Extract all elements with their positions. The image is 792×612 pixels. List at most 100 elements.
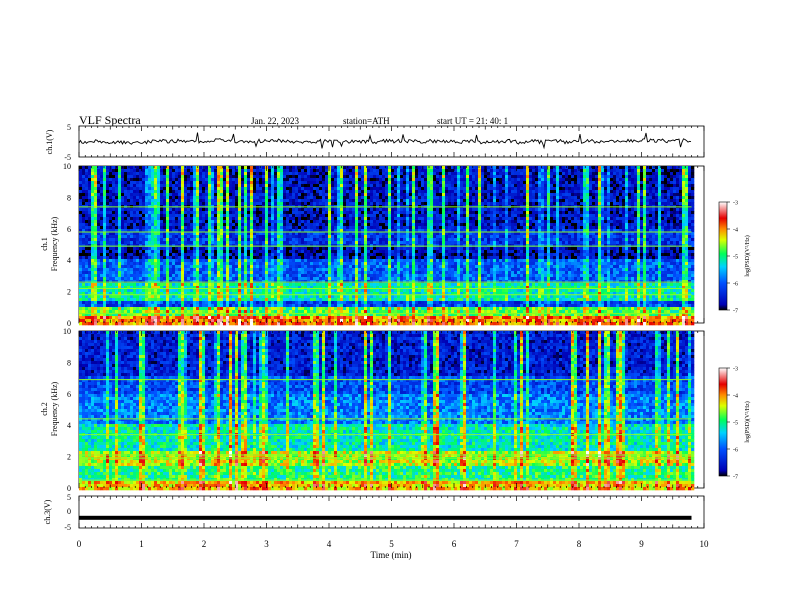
spec1-cell (301, 214, 304, 217)
spec1-cell (220, 250, 223, 253)
spec1-cell (178, 184, 181, 187)
spec1-cell (355, 241, 358, 244)
spec1-cell (235, 190, 238, 193)
spec1-cell (250, 265, 253, 268)
spec1-cell (199, 310, 202, 313)
spec1-cell (154, 175, 157, 178)
spec1-cell (295, 190, 298, 193)
spec1-cell (292, 295, 295, 298)
spec1-cell (163, 235, 166, 238)
spec1-cell (136, 166, 139, 169)
spec1-cell (277, 301, 280, 304)
spec1-cell (307, 295, 310, 298)
spec1-cell (346, 238, 349, 241)
spec1-cell (286, 172, 289, 175)
spec1-cell (166, 277, 169, 280)
spec1-cell (220, 235, 223, 238)
spec1-cell (220, 280, 223, 283)
spec1-cell (103, 238, 106, 241)
spec1-cell (241, 247, 244, 250)
spec1-cell (337, 196, 340, 199)
spec1-cell (184, 175, 187, 178)
spec1-cell (157, 310, 160, 313)
spec1-cell (229, 199, 232, 202)
spec1-cell (82, 220, 85, 223)
spec1-cell (331, 295, 334, 298)
spec1-cell (226, 316, 229, 319)
spec1-cell (148, 193, 151, 196)
spec1-cell (181, 310, 184, 313)
spec1-cell (160, 241, 163, 244)
spec1-cell (361, 172, 364, 175)
spec1-cell (313, 262, 316, 265)
spec1-cell (175, 178, 178, 181)
spec1-cell (325, 271, 328, 274)
spec1-cell (109, 250, 112, 253)
spec1-cell (262, 235, 265, 238)
spec1-cell (259, 241, 262, 244)
spec1-cell (271, 289, 274, 292)
spec1-cell (142, 256, 145, 259)
spec1-cell (121, 301, 124, 304)
spec1-cell (100, 265, 103, 268)
spec1-cell (268, 241, 271, 244)
spec1-cell (286, 265, 289, 268)
spec1-cell (277, 208, 280, 211)
spec1-cell (94, 196, 97, 199)
spec1-cell (169, 301, 172, 304)
spec1-cell (169, 208, 172, 211)
spec1-cell (88, 265, 91, 268)
spec1-cell (169, 190, 172, 193)
spec1-cell (247, 169, 250, 172)
spec1-cell (103, 319, 106, 322)
spec1-cell (196, 310, 199, 313)
spec1-cell (115, 283, 118, 286)
spec1-cell (178, 283, 181, 286)
spec1-cell (235, 208, 238, 211)
spec1-cell (259, 280, 262, 283)
spec1-cell (346, 220, 349, 223)
spec1-cell (100, 211, 103, 214)
spec1-cell (94, 316, 97, 319)
spec1-cell (253, 262, 256, 265)
spec1-cell (208, 250, 211, 253)
spec1-cell (121, 265, 124, 268)
spec1-cell (151, 253, 154, 256)
spec1-cell (238, 232, 241, 235)
spec1-cell (121, 193, 124, 196)
spec1-cell (133, 184, 136, 187)
spec1-cell (133, 262, 136, 265)
spec1-cell (223, 310, 226, 313)
spec1-cell (85, 196, 88, 199)
spec1-cell (319, 232, 322, 235)
spec1-cell (223, 235, 226, 238)
spec1-cell (109, 199, 112, 202)
spec1-cell (85, 169, 88, 172)
spec1-cell (346, 175, 349, 178)
spec1-cell (283, 187, 286, 190)
spec1-cell (148, 295, 151, 298)
spec1-cell (280, 211, 283, 214)
spec1-cell (91, 214, 94, 217)
spec1-cell (82, 289, 85, 292)
spec1-cell (337, 202, 340, 205)
spec1-cell (163, 238, 166, 241)
spec1-cell (244, 178, 247, 181)
spec1-cell (259, 214, 262, 217)
spec1-cell (280, 322, 283, 325)
spec1-cell (190, 208, 193, 211)
spec1-cell (82, 172, 85, 175)
spec1-cell (145, 178, 148, 181)
spec1-cell (229, 256, 232, 259)
spec1-cell (121, 274, 124, 277)
spec1-cell (232, 319, 235, 322)
spec1-cell (247, 217, 250, 220)
spec1-cell (241, 232, 244, 235)
spec1-cell (214, 310, 217, 313)
spec1-cell (118, 226, 121, 229)
spec1-cell (202, 238, 205, 241)
spec1-cell (337, 247, 340, 250)
spec1-cell (148, 250, 151, 253)
spec1-cell (169, 256, 172, 259)
spec1-cell (280, 289, 283, 292)
